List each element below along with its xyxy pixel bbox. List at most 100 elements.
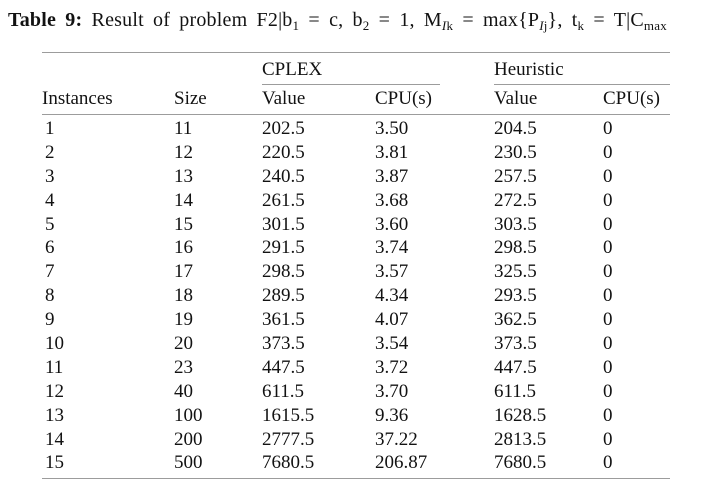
caption-segment: = max{P (453, 9, 540, 31)
table-cell: 8 (45, 285, 55, 307)
table-cell: 0 (603, 428, 613, 450)
table-cell: 4 (45, 189, 55, 211)
table-cell: 325.5 (494, 261, 537, 283)
table-cell: 12 (174, 141, 193, 163)
column-header-size: Size (174, 88, 207, 109)
table-cell: 373.5 (262, 333, 305, 355)
table-cell: 257.5 (494, 165, 537, 187)
caption-segment: = 1, M (369, 9, 442, 31)
table-cell: 40 (174, 380, 193, 402)
table-body: 1 11 202.5 3.50 204.5 0 2 12 220.5 3.81 230.5 0 3 13 2… (42, 115, 670, 480)
table-cell: 0 (603, 141, 613, 163)
table-cell: 298.5 (262, 261, 305, 283)
results-table: CPLEX Heuristic Instances Size Value CPU… (42, 52, 670, 480)
top-rule (42, 52, 670, 53)
table-cell: 298.5 (494, 237, 537, 259)
table-cell: 3.74 (375, 237, 409, 259)
table-cell: 18 (174, 285, 193, 307)
table-cell: 100 (174, 404, 203, 426)
table-cell: 303.5 (494, 213, 537, 235)
table-cell: 289.5 (262, 285, 305, 307)
column-group-heuristic: Heuristic (494, 53, 670, 85)
table-cell: 373.5 (494, 333, 537, 355)
table-cell: 1615.5 (262, 404, 315, 426)
column-header-heuristic-value: Value (494, 88, 538, 109)
column-group-cplex: CPLEX (262, 53, 440, 85)
table-cell: 14 (174, 189, 193, 211)
table-cell: 0 (603, 213, 613, 235)
caption-subscript: max (643, 18, 667, 33)
table-cell: 611.5 (494, 380, 537, 402)
caption-subscript: k (577, 18, 585, 33)
caption-subscript: j (543, 18, 548, 33)
table-cell: 206.87 (375, 452, 428, 474)
column-header-row: Instances Size Value CPU(s) Value CPU(s) (42, 85, 670, 115)
table-cell: 0 (603, 380, 613, 402)
table-cell: 0 (603, 237, 613, 259)
table-cell: 3 (45, 165, 55, 187)
table-cell: 0 (603, 309, 613, 331)
caption-segment: }, t (547, 9, 578, 31)
table-cell: 20 (174, 333, 193, 355)
table-cell: 16 (174, 237, 193, 259)
table-cell: 230.5 (494, 141, 537, 163)
table-cell: 12 (45, 380, 64, 402)
table-cell: 0 (603, 404, 613, 426)
table-cell: 15 (45, 452, 64, 474)
table-cell: 1 (45, 118, 55, 139)
table-cell: 6 (45, 237, 55, 259)
table-cell: 3.72 (375, 356, 409, 378)
caption-segment: = T|C (584, 9, 644, 31)
table-cell: 200 (174, 428, 203, 450)
table-cell: 0 (603, 165, 613, 187)
caption-subscript: I (539, 18, 544, 33)
table-cell: 500 (174, 452, 203, 474)
column-header-heuristic-cpu: CPU(s) (603, 88, 661, 109)
table-cell: 3.57 (375, 261, 409, 283)
column-header-cplex-value: Value (262, 88, 306, 109)
table-cell: 3.68 (375, 189, 409, 211)
table-cell: 3.70 (375, 380, 409, 402)
table-cell: 0 (603, 356, 613, 378)
column-header-instances: Instances (42, 88, 113, 109)
table-cell: 3.87 (375, 165, 409, 187)
table-cell: 3.81 (375, 141, 409, 163)
table-cell: 0 (603, 285, 613, 307)
caption-subscript: 2 (362, 18, 370, 33)
column-header-cplex-cpu: CPU(s) (375, 88, 433, 109)
table-cell: 13 (174, 165, 193, 187)
table-cell: 15 (174, 213, 193, 235)
table-cell: 9 (45, 309, 55, 331)
table-cell: 13 (45, 404, 64, 426)
column-group-row: CPLEX Heuristic (42, 53, 670, 85)
caption-segment: = c, b (299, 9, 363, 31)
table-cell: 7680.5 (494, 452, 547, 474)
table-cell: 3.60 (375, 213, 409, 235)
table-cell: 611.5 (262, 380, 305, 402)
caption-segment: Result of problem F2|b (82, 9, 293, 31)
table-cell: 14 (45, 428, 64, 450)
table-cell: 1628.5 (494, 404, 547, 426)
table-cell: 202.5 (262, 118, 305, 139)
table-cell: 11 (174, 118, 193, 139)
table-cell: 362.5 (494, 309, 537, 331)
table-cell: 2777.5 (262, 428, 315, 450)
table-cell: 0 (603, 261, 613, 283)
table-cell: 447.5 (262, 356, 305, 378)
table-cell: 23 (174, 356, 193, 378)
table-cell: 361.5 (262, 309, 305, 331)
caption-subscript: k (446, 18, 454, 33)
table-caption: Table 9: Result of problem F2|b1 = c, b2… (0, 0, 710, 39)
table-cell: 261.5 (262, 189, 305, 211)
table-cell: 2 (45, 141, 55, 163)
table-cell: 0 (603, 333, 613, 355)
table-cell: 4.07 (375, 309, 409, 331)
table-cell: 10 (45, 333, 64, 355)
table-cell: 7680.5 (262, 452, 315, 474)
table-cell: 2813.5 (494, 428, 547, 450)
table-cell: 17 (174, 261, 193, 283)
caption-subscript: 1 (292, 18, 300, 33)
table-cell: 4.34 (375, 285, 409, 307)
table-cell: 5 (45, 213, 55, 235)
